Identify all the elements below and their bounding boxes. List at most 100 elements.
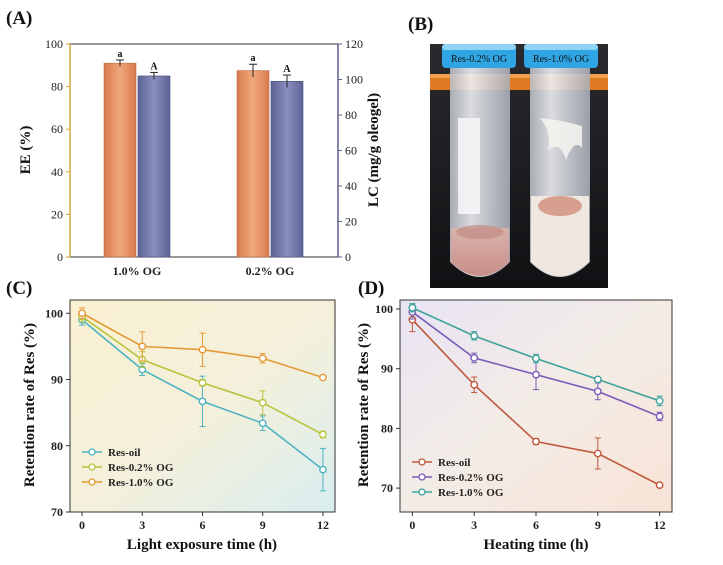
- legend-marker: [418, 488, 426, 496]
- panel-label-c: (C): [6, 278, 32, 299]
- y-tick-label-left: 100: [45, 37, 63, 51]
- legend-marker: [418, 473, 426, 481]
- y-tick-label: 90: [51, 373, 63, 387]
- data-point: [532, 354, 540, 363]
- bar-ee: [103, 62, 137, 258]
- y-tick-label-left: 0: [57, 250, 63, 264]
- y-axis-title-ee: EE (%): [18, 126, 34, 175]
- x-tick-label: 0: [79, 518, 85, 532]
- panel-label-b: (B): [408, 14, 433, 35]
- data-point: [408, 303, 417, 312]
- legend-marker: [88, 463, 96, 471]
- bar-lc: [270, 80, 304, 258]
- y-tick-label-left: 60: [51, 122, 63, 136]
- data-point: [593, 449, 602, 458]
- data-point: [198, 345, 207, 354]
- x-tick-label: 0: [409, 518, 415, 532]
- data-point: [78, 309, 86, 318]
- sig-letter-lc: A: [283, 64, 291, 75]
- x-tick-label: 3: [139, 518, 145, 532]
- bar-lc: [137, 75, 171, 258]
- x-tick-label: 9: [595, 518, 601, 532]
- y-tick-label: 90: [381, 362, 393, 376]
- tube-right-residue: [540, 118, 582, 160]
- line-chart-heating: 0 3 6 9 12 70 80 90 100 Res-oil Res-0.2% OG Res-1.0…: [356, 299, 673, 553]
- tube-label-left: Res-0.2% OG: [451, 54, 507, 65]
- data-point: [138, 342, 147, 351]
- tube-cap-right-highlight: [524, 44, 598, 50]
- tube-cap-left-highlight: [442, 44, 516, 50]
- tube-right-sediment: [538, 196, 582, 216]
- data-point: [655, 412, 664, 421]
- y-tick-label: 70: [51, 505, 63, 519]
- legend-label: Res-1.0% OG: [438, 487, 504, 499]
- data-point: [258, 398, 267, 407]
- x-tick-label: 3: [471, 518, 477, 532]
- data-point: [258, 419, 267, 428]
- legend-label: Res-0.2% OG: [438, 472, 504, 484]
- x-category-label: 0.2% OG: [246, 264, 295, 278]
- data-point: [655, 481, 664, 490]
- data-point: [319, 373, 327, 382]
- y-tick-label-right: 120: [345, 37, 363, 51]
- y-tick-label: 70: [381, 481, 393, 495]
- x-axis-title-d: Heating time (h): [484, 537, 589, 553]
- x-axis-title-c: Light exposure time (h): [127, 537, 277, 553]
- data-point: [470, 354, 479, 362]
- y-tick-label: 100: [45, 306, 63, 320]
- y-tick-label-right: 100: [345, 73, 363, 87]
- y-tick-label-left: 40: [51, 165, 63, 179]
- tube-rack-highlight: [430, 74, 608, 78]
- panel-label-a: (A): [6, 8, 32, 29]
- x-tick-label: 12: [654, 518, 666, 532]
- sig-letter-ee: a: [118, 49, 123, 60]
- x-tick-label: 6: [200, 518, 206, 532]
- legend-label: Res-oil: [438, 457, 470, 469]
- y-tick-label-left: 80: [51, 80, 63, 94]
- data-point: [470, 380, 479, 389]
- y-axis-title-c: Retention rate of Res (%): [22, 323, 38, 487]
- data-point: [532, 437, 540, 446]
- line-chart-light-exposure: 0 3 6 9 12 70 80 90 100 Res-oil Res-0.2% OG Res-1.0…: [22, 299, 336, 553]
- tube-right-contents: [531, 196, 589, 276]
- legend-label: Res-oil: [108, 447, 140, 459]
- sig-letter-ee: a: [251, 53, 256, 64]
- y-axis-title-d: Retention rate of Res (%): [356, 323, 372, 487]
- sig-letter-lc: A: [150, 61, 158, 72]
- data-point: [319, 430, 327, 439]
- legend-label: Res-0.2% OG: [108, 462, 174, 474]
- data-point: [258, 354, 267, 363]
- tube-left-contents: [451, 228, 509, 276]
- panel-label-d: (D): [358, 278, 384, 299]
- data-point: [198, 378, 207, 387]
- tube-left-sticker: [458, 118, 480, 214]
- tube-left-surface: [456, 225, 504, 239]
- data-point: [593, 387, 602, 396]
- data-point: [532, 370, 540, 379]
- tube-label-right: Res-1.0% OG: [533, 54, 589, 65]
- tube-photo: Res-0.2% OG Res-1.0% OG: [430, 44, 608, 288]
- y-tick-label: 80: [381, 421, 393, 435]
- data-point: [198, 397, 207, 406]
- y-tick-label-left: 20: [51, 207, 63, 221]
- legend-marker: [418, 458, 426, 466]
- data-point: [655, 397, 664, 405]
- legend-marker: [88, 448, 96, 456]
- x-tick-label: 6: [533, 518, 539, 532]
- y-tick-label: 100: [375, 302, 393, 316]
- y-tick-label-right: 20: [345, 215, 357, 229]
- y-tick-label-right: 60: [345, 144, 357, 158]
- data-point: [470, 331, 479, 340]
- y-tick-label-right: 80: [345, 108, 357, 122]
- plot-frame-d: [399, 299, 673, 513]
- data-point: [593, 375, 602, 384]
- y-tick-label: 80: [51, 439, 63, 453]
- bar-ee: [236, 70, 270, 258]
- y-tick-label-right: 0: [345, 250, 351, 264]
- y-tick-label-right: 40: [345, 179, 357, 193]
- x-tick-label: 9: [260, 518, 266, 532]
- y-axis-title-lc: LC (mg/g oleogel): [366, 93, 382, 207]
- legend-label: Res-1.0% OG: [108, 477, 174, 489]
- legend-marker: [88, 478, 96, 486]
